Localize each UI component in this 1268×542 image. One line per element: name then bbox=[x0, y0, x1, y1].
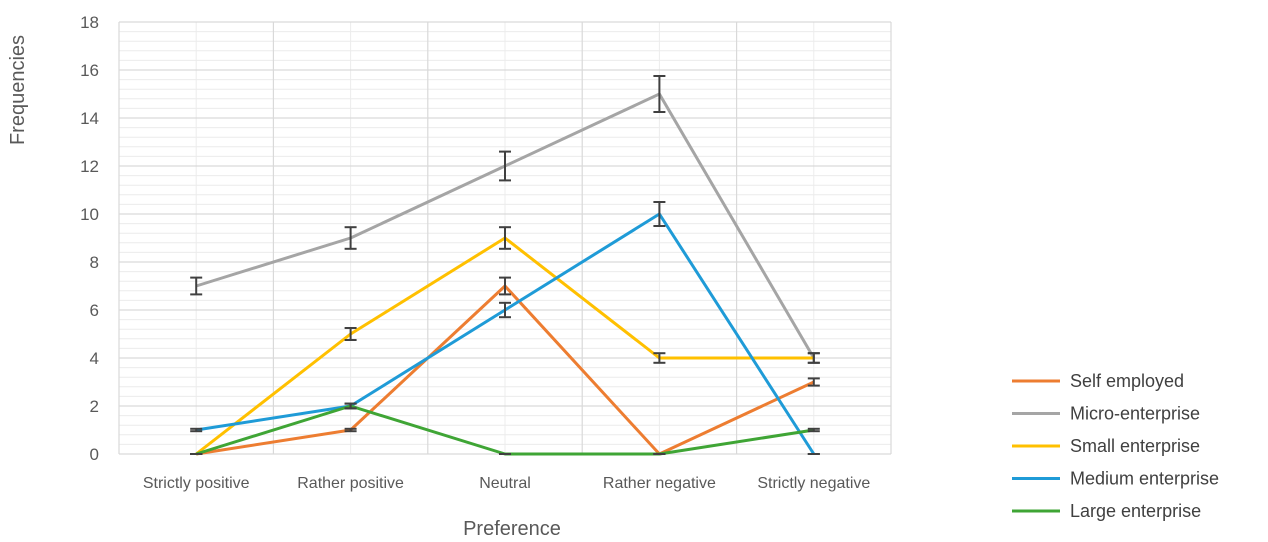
legend-item: Large enterprise bbox=[1012, 501, 1201, 521]
x-axis-title: Preference bbox=[463, 518, 561, 540]
error-bar bbox=[499, 227, 511, 249]
y-tick-label: 10 bbox=[80, 205, 99, 224]
legend-label: Micro-enterprise bbox=[1070, 404, 1200, 424]
y-axis-title: Frequencies bbox=[7, 35, 29, 145]
y-tick-label: 16 bbox=[80, 61, 99, 80]
x-tick-label: Rather positive bbox=[297, 475, 404, 492]
x-tick-label: Strictly negative bbox=[757, 475, 870, 492]
x-tick-label: Strictly positive bbox=[143, 475, 250, 492]
x-axis-ticks: Strictly positive Rather positive Neutral R… bbox=[143, 475, 871, 492]
legend-label: Medium enterprise bbox=[1070, 469, 1219, 489]
y-tick-label: 12 bbox=[80, 157, 99, 176]
x-tick-label: Rather negative bbox=[603, 475, 716, 492]
legend-label: Small enterprise bbox=[1070, 436, 1200, 456]
y-tick-label: 2 bbox=[90, 397, 99, 416]
legend-label: Large enterprise bbox=[1070, 501, 1201, 521]
legend: Self employed Micro-enterprise Small enter… bbox=[1012, 371, 1219, 521]
y-tick-label: 4 bbox=[90, 349, 99, 368]
legend-item: Medium enterprise bbox=[1012, 469, 1219, 489]
error-bar bbox=[653, 76, 665, 112]
y-tick-label: 8 bbox=[90, 253, 99, 272]
y-axis-ticks: 0 2 4 6 8 10 12 14 16 18 bbox=[80, 13, 99, 464]
y-tick-label: 6 bbox=[90, 301, 99, 320]
x-tick-label: Neutral bbox=[479, 475, 531, 492]
legend-item: Self employed bbox=[1012, 371, 1184, 391]
legend-label: Self employed bbox=[1070, 371, 1184, 391]
y-tick-label: 0 bbox=[90, 445, 99, 464]
legend-item: Micro-enterprise bbox=[1012, 404, 1200, 424]
legend-item: Small enterprise bbox=[1012, 436, 1200, 456]
y-tick-label: 18 bbox=[80, 13, 99, 32]
y-tick-label: 14 bbox=[80, 109, 99, 128]
